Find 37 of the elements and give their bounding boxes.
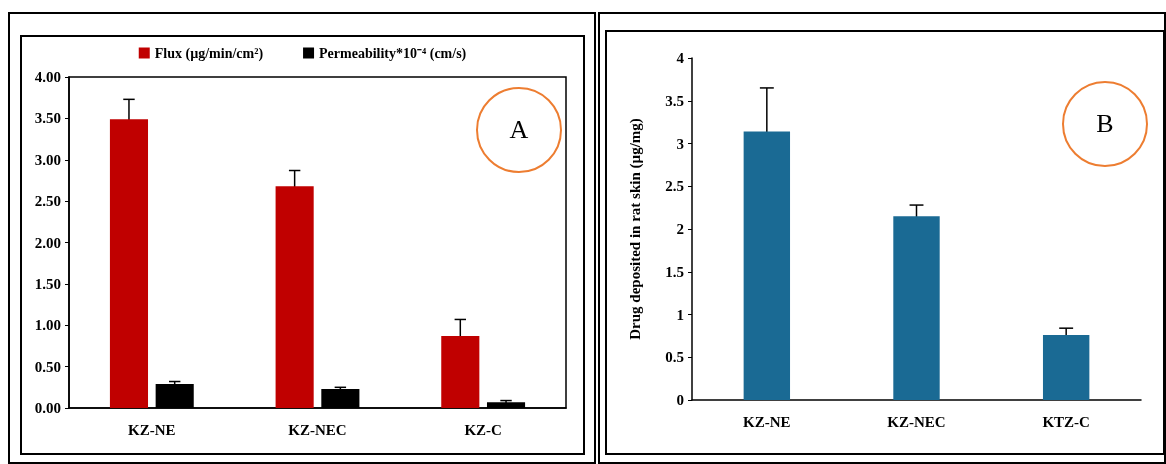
y-tick-label: 0.5 [665,349,684,366]
y-tick-label: 0.00 [34,400,61,416]
legend-label: Flux (µg/min/cm²) [154,45,264,62]
x-tick-label: KZ-NEC [887,413,946,430]
y-tick-label: 1.5 [665,263,684,280]
annotation: B [1096,109,1114,139]
circle-outline: B [1062,81,1148,167]
y-tick-label: 0.50 [34,358,61,375]
y-tick-label: 2.00 [34,234,61,251]
y-tick-label: 1 [676,306,684,323]
bar [743,131,791,400]
bar [893,216,940,400]
x-tick-label: KZ-NE [128,421,176,438]
x-tick-label: KZ-NEC [288,421,347,438]
y-tick-label: 2 [676,221,684,237]
y-tick-label: 1.00 [34,317,61,334]
circle-outline: A [476,87,562,173]
y-tick-label: 3.00 [34,151,61,168]
y-tick-label: 2.50 [34,193,61,210]
x-tick-label: KZ-C [464,421,502,438]
y-tick-label: 4.00 [34,69,61,85]
y-tick-label: 3.5 [665,92,684,109]
x-tick-label: KTZ-C [1042,413,1090,430]
y-tick-label: 0 [676,392,684,408]
legend-label: Permeability*10⁻⁴ (cm/s) [319,45,467,62]
y-axis-title: Drug deposited in rat skin (µg/mg) [626,118,644,340]
bar [275,186,314,408]
y-tick-label: 3.50 [34,110,61,127]
y-tick-label: 2.5 [665,178,684,195]
y-tick-label: 4 [676,50,685,66]
y-tick-label: 1.50 [34,275,61,292]
bar [109,119,149,408]
bar [1042,335,1090,400]
y-tick-label: 3 [676,135,684,152]
bar [441,336,480,408]
annotation: A [509,115,529,145]
x-tick-label: KZ-NE [743,413,791,430]
